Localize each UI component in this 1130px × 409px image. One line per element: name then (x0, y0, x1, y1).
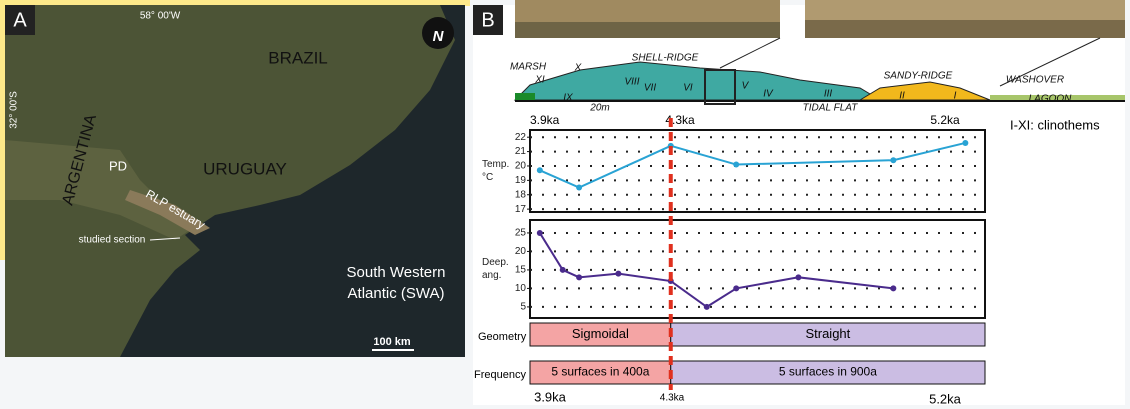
clinothem: IV (763, 89, 774, 100)
longitude: 58° 00'W (140, 11, 181, 22)
y-tick-label: 21 (515, 146, 527, 157)
y-tick-label: 18 (515, 189, 527, 200)
point (890, 157, 896, 163)
photo (515, 22, 780, 38)
ocean-label: Atlantic (SWA) (348, 285, 445, 302)
place-label: studied section (79, 235, 146, 246)
point (704, 304, 710, 310)
clinothem: VIII (624, 77, 639, 88)
section-label: MARSH (510, 62, 547, 73)
plot-frame (530, 130, 985, 212)
point (537, 230, 543, 236)
bar-text: Sigmoidal (572, 326, 629, 341)
clinothem: X (574, 63, 582, 74)
panel-label: A (13, 9, 27, 31)
plot-frame (530, 220, 985, 318)
point (733, 285, 739, 291)
section-label: SHELL-RIDGE (632, 53, 699, 64)
y-axis-label: Deep. (482, 257, 509, 268)
page: {"panel_a": {"label": "A", "longitude": … (0, 0, 1130, 409)
y-tick-label: 20 (515, 161, 527, 172)
row-label: Frequency (474, 369, 526, 381)
y-tick-label: 22 (515, 132, 527, 143)
age-label: 3.9ka (534, 389, 567, 404)
y-tick-label: 15 (515, 265, 527, 276)
section-label: TIDAL FLAT (803, 103, 859, 114)
place-label: BRAZIL (268, 48, 328, 67)
clinothem: III (824, 89, 833, 100)
point (537, 167, 543, 173)
place-label: URUGUAY (203, 159, 287, 178)
point (962, 140, 968, 146)
age-label: 4.3ka (660, 393, 685, 404)
clinothem: VI (683, 83, 693, 94)
legend: I-XI: clinothems (1010, 117, 1100, 132)
y-axis-label: °C (482, 172, 493, 183)
map-panel: A 58° 00'W 32° 00'S N BRAZIL ARGENTINA U… (5, 5, 465, 357)
y-tick-label: 5 (520, 302, 526, 313)
clinothem: I (954, 91, 957, 102)
ocean-label: South Western (347, 264, 446, 281)
bar-text: 5 surfaces in 900a (779, 365, 877, 379)
point (560, 267, 566, 273)
clinothem: II (899, 91, 905, 102)
north-label: N (433, 28, 445, 45)
place-label: PD (109, 158, 127, 173)
section-label: 20m (589, 103, 609, 114)
y-axis-label: ang. (482, 270, 501, 281)
scale-label: 100 km (373, 336, 411, 348)
row-label: Geometry (478, 331, 527, 343)
point (615, 271, 621, 277)
clinothem: XI (534, 75, 545, 86)
bar-text: 5 surfaces in 400a (551, 365, 649, 379)
figure: A 58° 00'W 32° 00'S N BRAZIL ARGENTINA U… (0, 0, 1130, 409)
age-label: 5.2ka (930, 113, 960, 127)
latitude: 32° 00'S (9, 91, 20, 129)
age-label: 3.9ka (530, 113, 560, 127)
section-label: SANDY-RIDGE (884, 71, 953, 82)
clinothem: IX (563, 93, 573, 104)
point (576, 274, 582, 280)
point (733, 162, 739, 168)
y-axis-label: Temp. (482, 159, 509, 170)
point (795, 274, 801, 280)
photo (805, 20, 1125, 38)
y-tick-label: 25 (515, 228, 527, 239)
bar-text: Straight (805, 326, 850, 341)
y-tick-label: 17 (515, 204, 527, 215)
y-tick-label: 10 (515, 283, 527, 294)
point (576, 185, 582, 191)
marsh (515, 93, 535, 100)
y-tick-label: 19 (515, 175, 527, 186)
section-label: LAGOON (1029, 94, 1073, 105)
panel-label: B (481, 9, 494, 31)
section-label: WASHOVER (1006, 75, 1064, 86)
age-label: 5.2ka (929, 391, 962, 406)
y-tick-label: 20 (515, 246, 527, 257)
point (890, 285, 896, 291)
clinothem: VII (644, 83, 656, 94)
